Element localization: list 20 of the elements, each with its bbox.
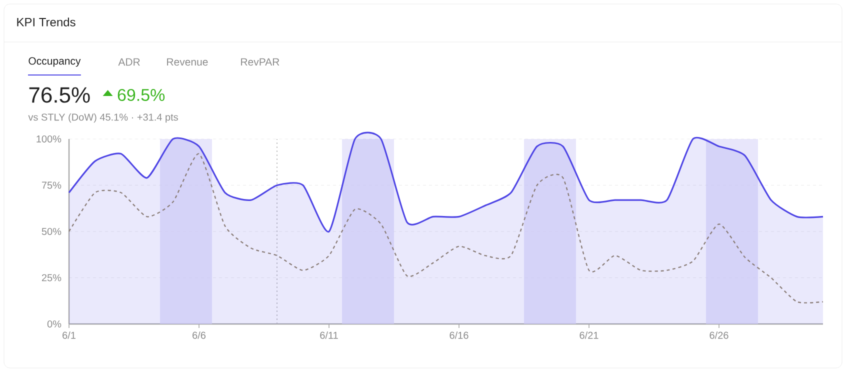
chart-title: KPI Trends bbox=[17, 18, 76, 26]
y-tick-label: 25% bbox=[42, 274, 62, 282]
x-tick-label: 6/16 bbox=[450, 332, 468, 339]
x-tick-label: 6/1 bbox=[62, 332, 76, 339]
x-tick-label: 6/21 bbox=[580, 332, 598, 339]
text: vs STLY (DoW) 45.1% · +31.4 pts bbox=[28, 113, 178, 123]
text: 76.5% bbox=[29, 87, 90, 103]
x-tick-label: 6/6 bbox=[192, 332, 206, 339]
y-tick-label: 75% bbox=[42, 182, 62, 189]
text: Occupancy bbox=[28, 57, 81, 67]
x-tick-label: 6/11 bbox=[320, 332, 338, 339]
text: RevPAR bbox=[241, 58, 280, 66]
text: Revenue bbox=[167, 58, 208, 66]
text: 69.5% bbox=[118, 88, 165, 102]
x-tick-label: 6/26 bbox=[710, 332, 728, 339]
y-tick-label: 0% bbox=[47, 320, 62, 328]
y-tick-label: 100% bbox=[36, 135, 62, 143]
line-series bbox=[68, 153, 824, 304]
text: ADR bbox=[118, 58, 140, 66]
y-tick-label: 50% bbox=[42, 228, 62, 236]
